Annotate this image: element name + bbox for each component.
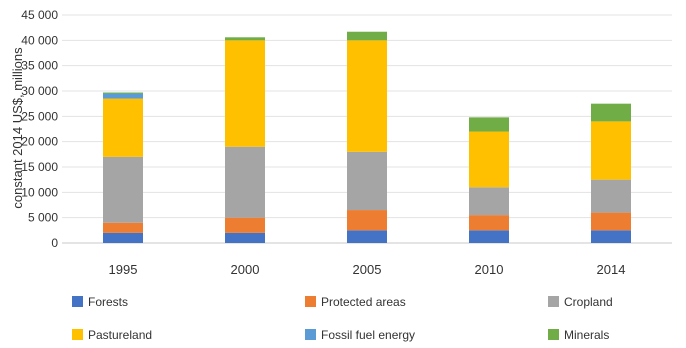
y-axis-label: constant 2014 US$, millions [10, 47, 25, 209]
legend-swatch [72, 329, 83, 340]
y-tick-label: 0 [51, 236, 58, 250]
legend-swatch [548, 329, 559, 340]
bar-segment [225, 217, 265, 233]
bar-segment [591, 121, 631, 180]
legend-label: Forests [88, 295, 128, 309]
bars [103, 31, 631, 243]
x-tick-label: 2000 [231, 262, 260, 277]
x-tick-label: 1995 [109, 262, 138, 277]
legend-swatch [305, 296, 316, 307]
y-tick-label: 25 000 [21, 109, 58, 123]
y-tick-label: 15 000 [21, 160, 58, 174]
bar-segment [591, 212, 631, 231]
y-tick-label: 40 000 [21, 33, 58, 47]
legend-swatch [548, 296, 559, 307]
bar-segment [225, 40, 265, 147]
x-tick-label: 2014 [597, 262, 626, 277]
bar-segment [469, 187, 509, 216]
legend-swatch [72, 296, 83, 307]
bar-segment [225, 232, 265, 243]
legend-label: Pastureland [88, 328, 152, 342]
y-tick-label: 35 000 [21, 59, 58, 73]
bar-segment [469, 117, 509, 132]
y-axis-ticks: 0 5 000 10 000 15 000 20 000 25 000 30 000 35 0… [21, 8, 58, 250]
x-axis-ticks: 1995 2000 2005 2010 2014 [109, 262, 626, 277]
bar-segment [347, 31, 387, 41]
x-tick-label: 2010 [475, 262, 504, 277]
bar-segment [103, 98, 143, 157]
legend-label: Protected areas [321, 295, 406, 309]
bar-segment [347, 210, 387, 231]
y-tick-label: 5 000 [28, 211, 58, 225]
bar-segment [103, 156, 143, 223]
bar-segment [347, 151, 387, 211]
legend-label: Fossil fuel energy [321, 328, 415, 342]
bar-segment [225, 146, 265, 218]
bar-segment [469, 230, 509, 243]
bar-segment [347, 230, 387, 243]
y-tick-label: 10 000 [21, 185, 58, 199]
y-tick-label: 30 000 [21, 84, 58, 98]
bar-segment [591, 179, 631, 213]
legend-label: Cropland [564, 295, 613, 309]
y-tick-label: 45 000 [21, 8, 58, 22]
bar-segment [103, 92, 143, 94]
bar-segment [469, 215, 509, 231]
legend-swatch [305, 329, 316, 340]
bar-segment [225, 37, 265, 41]
legend: Forests Protected areas Cropland Pasturelan… [72, 295, 613, 342]
bar-segment [347, 40, 387, 152]
bar-segment [591, 230, 631, 243]
legend-label: Minerals [564, 328, 609, 342]
x-tick-label: 2005 [353, 262, 382, 277]
bar-segment [103, 232, 143, 243]
bar-segment [469, 131, 509, 188]
bar-segment [103, 93, 143, 99]
y-tick-label: 20 000 [21, 135, 58, 149]
bar-segment [591, 103, 631, 122]
bar-segment [103, 222, 143, 233]
